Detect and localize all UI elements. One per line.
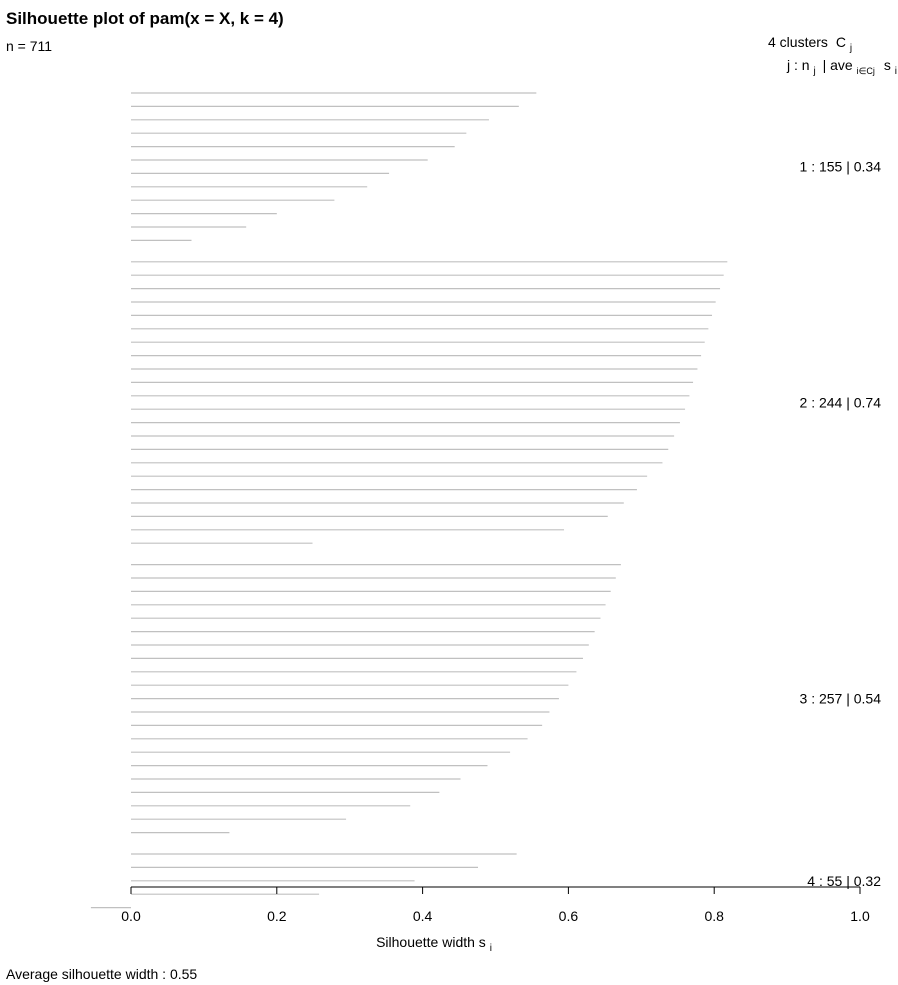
average-silhouette-width: Average silhouette width : 0.55 bbox=[6, 966, 197, 982]
x-tick-label-3: 0.6 bbox=[559, 908, 579, 924]
cluster-label-3: 3 : 257 | 0.54 bbox=[800, 691, 882, 707]
cluster-label-1: 1 : 155 | 0.34 bbox=[800, 159, 882, 175]
x-tick-label-5: 1.0 bbox=[850, 908, 870, 924]
x-axis: 0.0 0.2 0.4 0.6 0.8 1.0 bbox=[121, 886, 870, 924]
clusters-header-symbol-sub: j bbox=[849, 43, 852, 54]
cluster-label-2: 2 : 244 | 0.74 bbox=[800, 395, 882, 411]
x-tick-label-2: 0.4 bbox=[413, 908, 433, 924]
n-label: n = 711 bbox=[6, 38, 52, 54]
chart-title: Silhouette plot of pam(x = X, k = 4) bbox=[6, 9, 284, 28]
clusters-header-symbol: C bbox=[836, 34, 846, 50]
silhouette-bars bbox=[90, 92, 728, 909]
columns-header: j : n j | ave i∈Cj s i bbox=[786, 57, 897, 77]
cluster-label-4: 4 : 55 | 0.32 bbox=[807, 873, 881, 889]
x-tick-label-4: 0.8 bbox=[704, 908, 724, 924]
x-tick-label-1: 0.2 bbox=[267, 908, 287, 924]
clusters-header: 4 clusters C j bbox=[768, 34, 852, 54]
x-axis-label: Silhouette width s i bbox=[376, 934, 492, 954]
clusters-header-text: 4 clusters bbox=[768, 34, 828, 50]
x-tick-label-0: 0.0 bbox=[121, 908, 141, 924]
cluster-labels: 1 : 155 | 0.34 2 : 244 | 0.74 3 : 257 | 0.… bbox=[800, 159, 882, 889]
